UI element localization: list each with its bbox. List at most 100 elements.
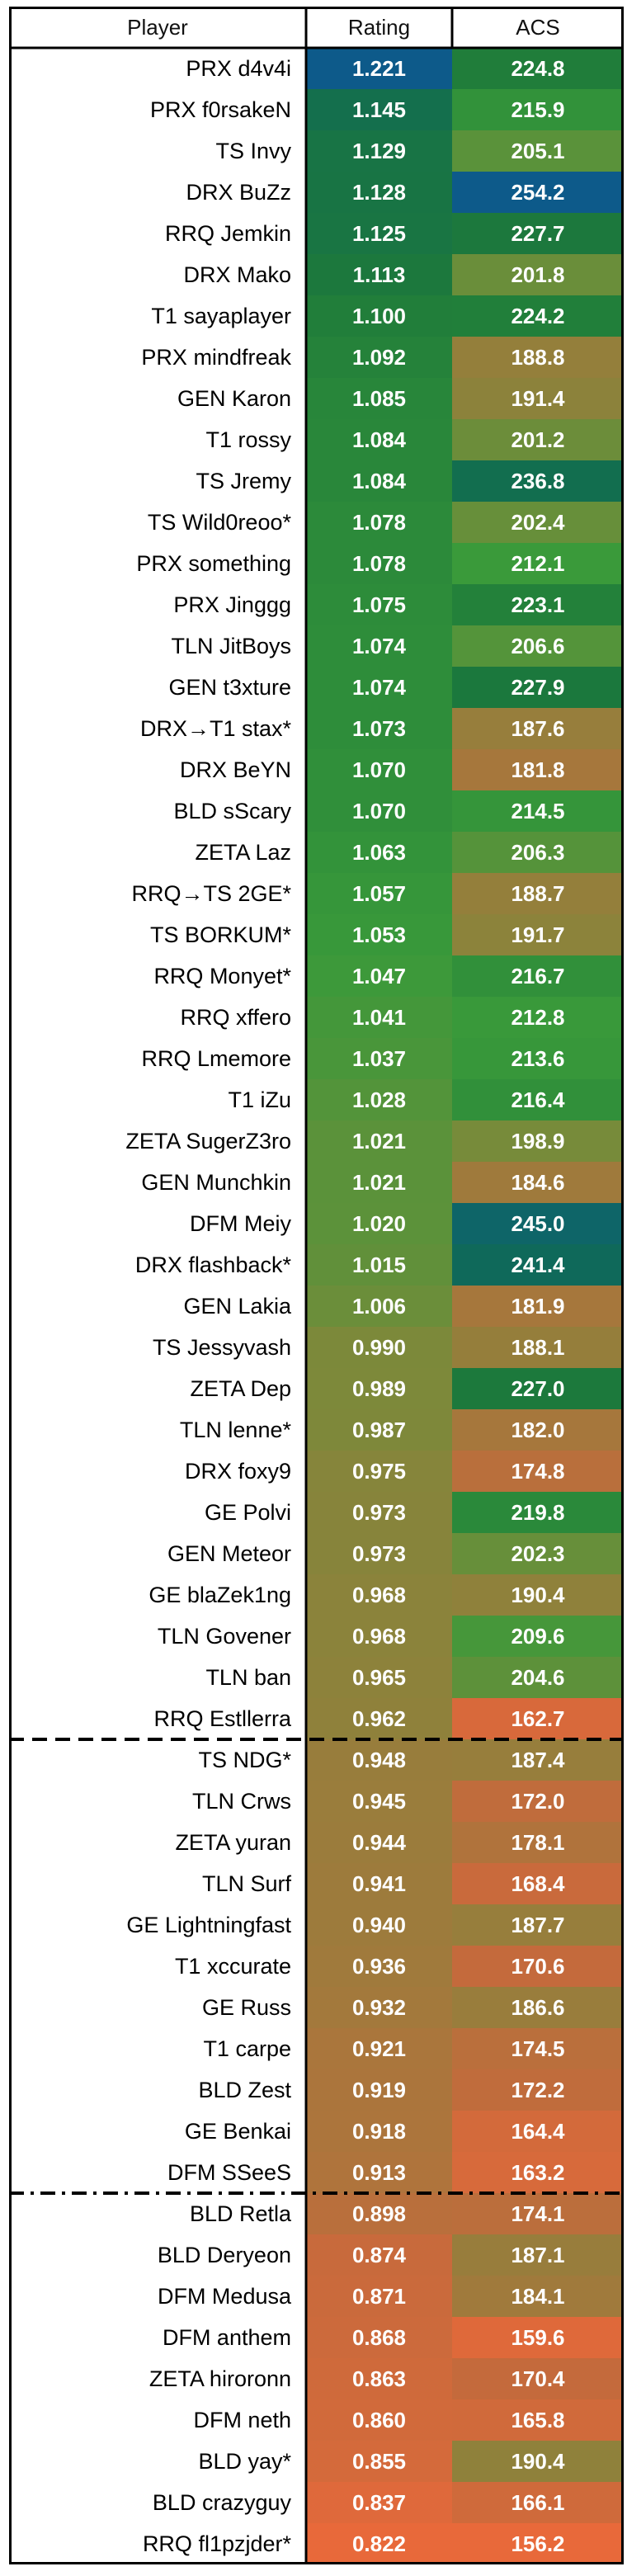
player-name-cell: GE Polvi [9,1492,306,1533]
rating-value-cell: 0.860 [306,2399,452,2441]
player-name-cell: DRX foxy9 [9,1451,306,1492]
player-name-cell: TLN Surf [9,1863,306,1904]
player-name-cell: GEN Lakia [9,1286,306,1327]
rating-value-cell: 1.028 [306,1079,452,1121]
rating-value-cell: 0.940 [306,1904,452,1946]
rating-value-cell: 0.989 [306,1368,452,1409]
acs-value-cell: 191.7 [452,914,624,955]
rating-value-cell: 0.837 [306,2482,452,2523]
acs-value-cell: 156.2 [452,2523,624,2564]
player-name-cell: BLD Retla [9,2193,306,2234]
player-name-cell: TS Invy [9,130,306,172]
rating-value-cell: 0.968 [306,1574,452,1616]
rating-value-cell: 0.932 [306,1987,452,2028]
player-name-cell: TLN lenne* [9,1409,306,1451]
acs-value-cell: 186.6 [452,1987,624,2028]
acs-value-cell: 172.0 [452,1781,624,1822]
player-name-cell: TS Wild0reoo* [9,502,306,543]
rating-value-cell: 1.073 [306,708,452,749]
acs-value-cell: 213.6 [452,1038,624,1079]
rating-value-cell: 1.221 [306,48,452,89]
acs-value-cell: 216.7 [452,955,624,997]
rating-value-cell: 1.128 [306,172,452,213]
acs-value-cell: 174.8 [452,1451,624,1492]
acs-value-cell: 236.8 [452,460,624,502]
player-name-cell: TS Jremy [9,460,306,502]
player-name-cell: PRX something [9,543,306,584]
player-name-cell: ZETA yuran [9,1822,306,1863]
acs-value-cell: 188.8 [452,337,624,378]
acs-value-cell: 190.4 [452,1574,624,1616]
rating-value-cell: 1.053 [306,914,452,955]
player-name-cell: TLN Crws [9,1781,306,1822]
player-name-cell: PRX d4v4i [9,48,306,89]
rating-value-cell: 1.129 [306,130,452,172]
player-name-cell: RRQ Jemkin [9,213,306,254]
rating-value-cell: 1.063 [306,832,452,873]
player-name-cell: GEN Munchkin [9,1162,306,1203]
acs-value-cell: 188.1 [452,1327,624,1368]
acs-value-cell: 201.2 [452,419,624,460]
rating-value-cell: 1.041 [306,997,452,1038]
acs-value-cell: 174.1 [452,2193,624,2234]
rating-value-cell: 1.113 [306,254,452,295]
rating-value-cell: 0.919 [306,2069,452,2111]
rating-value-cell: 1.100 [306,295,452,337]
acs-value-cell: 187.7 [452,1904,624,1946]
player-name-cell: RRQ Estllerra [9,1698,306,1739]
player-name-cell: DFM anthem [9,2317,306,2358]
player-name-cell: TS Jessyvash [9,1327,306,1368]
acs-value-cell: 188.7 [452,873,624,914]
acs-value-cell: 206.3 [452,832,624,873]
player-name-cell: ZETA SugerZ3ro [9,1121,306,1162]
acs-value-cell: 198.9 [452,1121,624,1162]
player-name-cell: DFM Meiy [9,1203,306,1244]
player-name-cell: DFM Medusa [9,2276,306,2317]
player-name-cell: DRX→T1 stax* [9,708,306,749]
acs-value-cell: 190.4 [452,2441,624,2482]
player-name-cell: RRQ Lmemore [9,1038,306,1079]
rating-value-cell: 1.075 [306,584,452,625]
acs-value-cell: 215.9 [452,89,624,130]
acs-value-cell: 187.1 [452,2234,624,2276]
header-acs: ACS [452,7,624,48]
rating-value-cell: 0.874 [306,2234,452,2276]
player-name-cell: RRQ Monyet* [9,955,306,997]
acs-value-cell: 227.9 [452,667,624,708]
acs-value-cell: 223.1 [452,584,624,625]
acs-value-cell: 209.6 [452,1616,624,1657]
rating-value-cell: 0.990 [306,1327,452,1368]
acs-value-cell: 181.9 [452,1286,624,1327]
acs-value-cell: 172.2 [452,2069,624,2111]
rating-value-cell: 1.020 [306,1203,452,1244]
rating-value-cell: 1.078 [306,502,452,543]
rating-value-cell: 1.125 [306,213,452,254]
acs-value-cell: 205.1 [452,130,624,172]
player-name-cell: RRQ xffero [9,997,306,1038]
acs-value-cell: 224.2 [452,295,624,337]
rating-value-cell: 0.913 [306,2152,452,2193]
rating-value-cell: 0.945 [306,1781,452,1822]
rating-value-cell: 0.868 [306,2317,452,2358]
rating-value-cell: 1.092 [306,337,452,378]
rating-value-cell: 0.968 [306,1616,452,1657]
player-name-cell: BLD Zest [9,2069,306,2111]
player-name-cell: PRX f0rsakeN [9,89,306,130]
rating-value-cell: 0.921 [306,2028,452,2069]
rating-value-cell: 0.871 [306,2276,452,2317]
rating-value-cell: 0.948 [306,1739,452,1781]
rating-value-cell: 0.918 [306,2111,452,2152]
player-name-cell: T1 xccurate [9,1946,306,1987]
rating-value-cell: 0.822 [306,2523,452,2564]
acs-value-cell: 204.6 [452,1657,624,1698]
acs-value-cell: 212.8 [452,997,624,1038]
acs-value-cell: 184.6 [452,1162,624,1203]
acs-value-cell: 216.4 [452,1079,624,1121]
rating-value-cell: 0.941 [306,1863,452,1904]
player-name-cell: RRQ fl1pzjder* [9,2523,306,2564]
player-name-cell: T1 rossy [9,419,306,460]
rating-value-cell: 0.863 [306,2358,452,2399]
rating-value-cell: 1.145 [306,89,452,130]
rating-value-cell: 1.084 [306,419,452,460]
rating-value-cell: 0.898 [306,2193,452,2234]
